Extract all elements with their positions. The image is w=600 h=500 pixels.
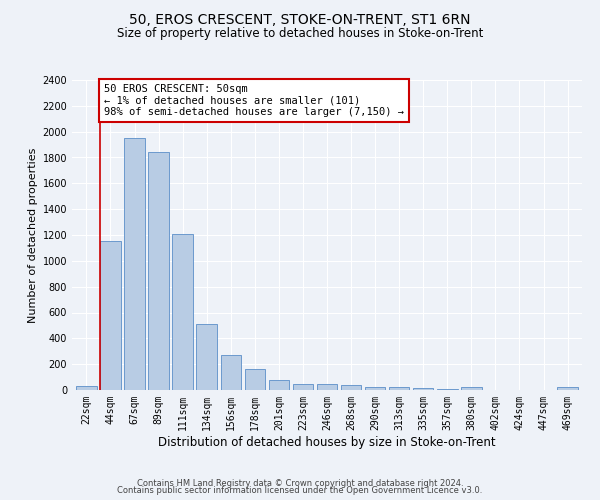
Text: Contains public sector information licensed under the Open Government Licence v3: Contains public sector information licen… [118, 486, 482, 495]
X-axis label: Distribution of detached houses by size in Stoke-on-Trent: Distribution of detached houses by size … [158, 436, 496, 448]
Bar [245, 370, 265, 390]
Bar [461, 388, 482, 390]
Bar [389, 388, 409, 390]
Text: Size of property relative to detached houses in Stoke-on-Trent: Size of property relative to detached ho… [117, 28, 483, 40]
Bar [196, 324, 217, 390]
Bar [557, 388, 578, 390]
Text: 50, EROS CRESCENT, STOKE-ON-TRENT, ST1 6RN: 50, EROS CRESCENT, STOKE-ON-TRENT, ST1 6… [129, 12, 471, 26]
Bar [76, 386, 97, 390]
Bar [148, 152, 169, 390]
Bar [365, 388, 385, 390]
Bar [172, 234, 193, 390]
Bar [341, 385, 361, 390]
Bar [317, 384, 337, 390]
Bar [413, 388, 433, 390]
Bar [124, 138, 145, 390]
Text: 50 EROS CRESCENT: 50sqm
← 1% of detached houses are smaller (101)
98% of semi-de: 50 EROS CRESCENT: 50sqm ← 1% of detached… [104, 84, 404, 117]
Bar [221, 355, 241, 390]
Y-axis label: Number of detached properties: Number of detached properties [28, 148, 38, 322]
Text: Contains HM Land Registry data © Crown copyright and database right 2024.: Contains HM Land Registry data © Crown c… [137, 478, 463, 488]
Bar [269, 380, 289, 390]
Bar [293, 384, 313, 390]
Bar [100, 242, 121, 390]
